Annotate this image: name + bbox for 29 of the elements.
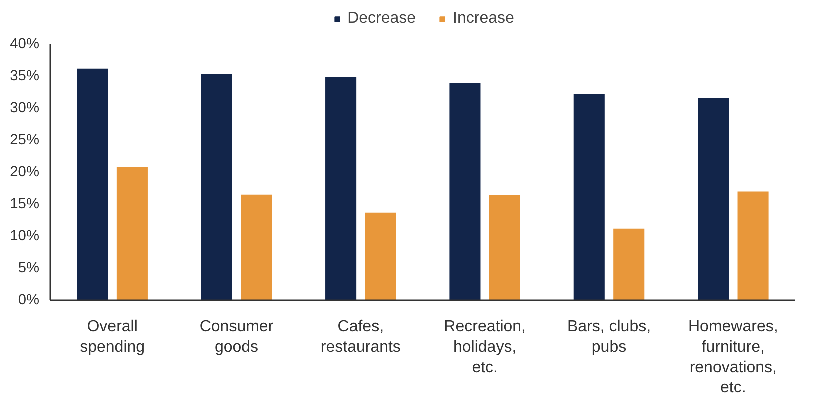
x-tick-label: Recreation, holidays, etc. [444, 318, 526, 376]
bar [738, 192, 769, 300]
x-tick-label: Cafes, restaurants [320, 318, 401, 356]
bar [201, 74, 232, 300]
x-tick-label: Bars, clubs, pubs [567, 318, 652, 356]
y-tick-label: 15% [10, 196, 40, 212]
bar [116, 167, 148, 300]
y-tick-label: 10% [10, 228, 40, 244]
y-tick-label: 25% [10, 132, 40, 148]
y-tick-label: 30% [10, 100, 40, 116]
y-tick-label: 35% [10, 68, 40, 84]
legend-label: Increase [453, 10, 514, 28]
bar [77, 68, 108, 300]
bar [450, 84, 481, 300]
bar [614, 228, 645, 300]
x-tick-label: Consumer goods [200, 318, 274, 356]
y-tick-label: 40% [10, 36, 40, 52]
legend-label: Decrease [348, 10, 416, 28]
y-tick-label: 20% [10, 164, 40, 180]
y-tick-label: 5% [18, 260, 40, 276]
bar [574, 94, 605, 300]
y-tick-label: 0% [18, 292, 40, 308]
bar [241, 194, 272, 300]
bar [365, 212, 396, 300]
bar [489, 196, 520, 300]
x-tick-label: Homewares, furniture, renovations, etc. [688, 318, 778, 397]
bar [326, 77, 357, 300]
x-tick-label: Overall spending [80, 318, 146, 356]
bar [698, 98, 730, 300]
